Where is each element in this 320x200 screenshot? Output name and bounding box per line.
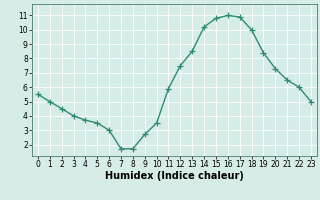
X-axis label: Humidex (Indice chaleur): Humidex (Indice chaleur) bbox=[105, 171, 244, 181]
